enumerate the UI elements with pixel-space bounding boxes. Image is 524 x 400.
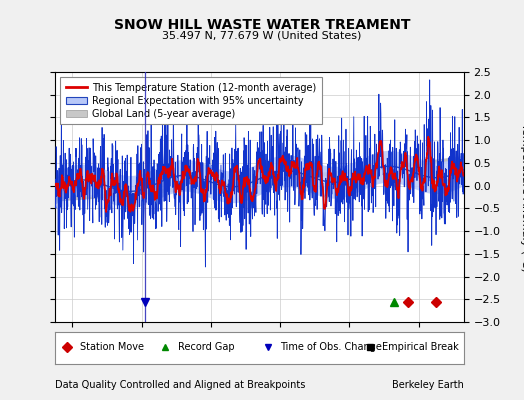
Text: 35.497 N, 77.679 W (United States): 35.497 N, 77.679 W (United States) (162, 30, 362, 40)
Y-axis label: Temperature Anomaly (°C): Temperature Anomaly (°C) (520, 123, 524, 271)
Text: Time of Obs. Change: Time of Obs. Change (280, 342, 381, 352)
Text: Record Gap: Record Gap (178, 342, 234, 352)
Text: Station Move: Station Move (80, 342, 144, 352)
Legend: This Temperature Station (12-month average), Regional Expectation with 95% uncer: This Temperature Station (12-month avera… (60, 77, 322, 124)
Text: Data Quality Controlled and Aligned at Breakpoints: Data Quality Controlled and Aligned at B… (55, 380, 305, 390)
Text: Berkeley Earth: Berkeley Earth (392, 380, 464, 390)
Text: SNOW HILL WASTE WATER TREAMENT: SNOW HILL WASTE WATER TREAMENT (114, 18, 410, 32)
Text: Empirical Break: Empirical Break (382, 342, 458, 352)
